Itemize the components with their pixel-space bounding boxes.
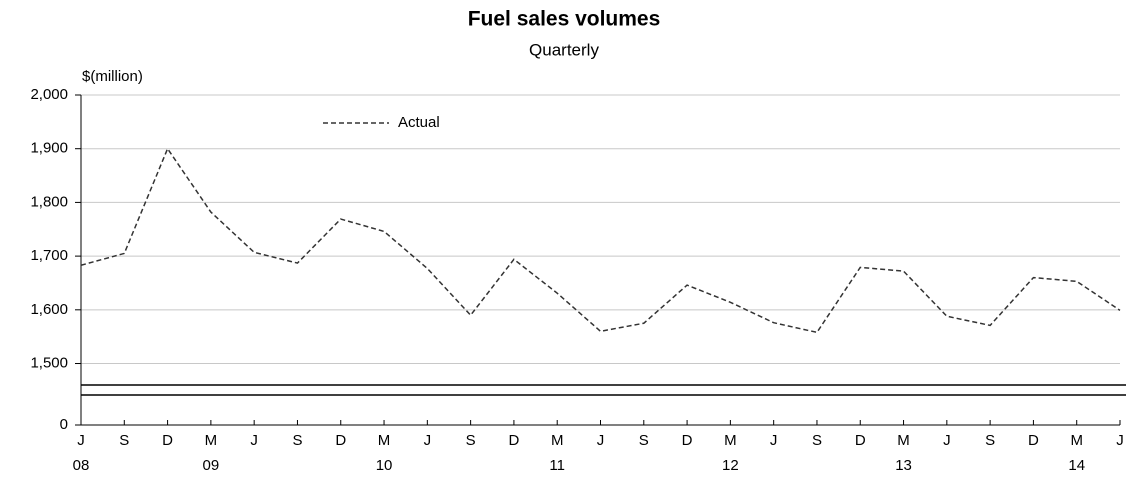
chart-subtitle: Quarterly — [529, 40, 599, 59]
x-tick-label: J — [770, 432, 778, 449]
x-year-label: 10 — [376, 457, 393, 474]
y-tick-label: 1,800 — [30, 193, 68, 210]
x-tick-label: D — [335, 432, 346, 449]
data-line — [80, 147, 1121, 334]
x-year-label: 09 — [203, 457, 220, 474]
x-tick-label: M — [205, 432, 218, 449]
x-tick-label: J — [250, 432, 258, 449]
x-tick-label: S — [985, 432, 995, 449]
x-tick-label: D — [508, 432, 519, 449]
y-tick-label: 1,700 — [30, 247, 68, 264]
x-year-label: 14 — [1068, 457, 1085, 474]
x-year-label: 12 — [722, 457, 739, 474]
y-tick-label: 2,000 — [30, 86, 68, 103]
x-tick-label: J — [943, 432, 951, 449]
x-tick-label: J — [1116, 432, 1124, 449]
x-year-label: 08 — [73, 457, 90, 474]
legend-label: Actual — [398, 114, 440, 131]
y-axis-label: $(million) — [82, 68, 143, 85]
x-tick-label: S — [466, 432, 476, 449]
x-tick-label: M — [724, 432, 737, 449]
x-tick-label: S — [119, 432, 129, 449]
y-tick-label: 1,500 — [30, 354, 68, 371]
y-tick-label: 0 — [60, 416, 68, 433]
x-tick-label: D — [1028, 432, 1039, 449]
x-tick-label: J — [77, 432, 85, 449]
y-tick-label: 1,600 — [30, 301, 68, 318]
x-tick-label: S — [639, 432, 649, 449]
x-year-label: 11 — [549, 457, 565, 474]
x-tick-label: M — [897, 432, 910, 449]
x-tick-label: M — [551, 432, 564, 449]
x-tick-label: J — [597, 432, 605, 449]
x-tick-label: S — [292, 432, 302, 449]
x-tick-label: M — [378, 432, 391, 449]
x-tick-label: D — [682, 432, 693, 449]
x-tick-label: J — [424, 432, 432, 449]
x-tick-label: D — [162, 432, 173, 449]
x-tick-label: M — [1070, 432, 1083, 449]
x-year-label: 13 — [895, 457, 912, 474]
x-tick-label: D — [855, 432, 866, 449]
y-tick-label: 1,900 — [30, 140, 68, 157]
chart-title: Fuel sales volumes — [468, 8, 661, 31]
x-tick-label: S — [812, 432, 822, 449]
